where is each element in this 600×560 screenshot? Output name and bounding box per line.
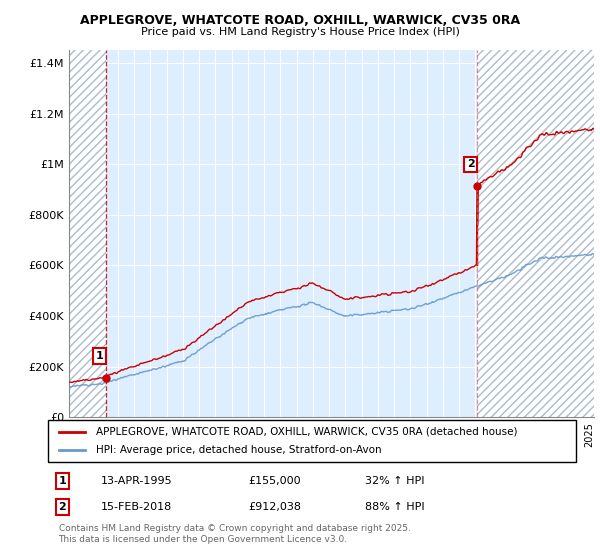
Text: 13-APR-1995: 13-APR-1995 — [101, 476, 172, 486]
Text: £155,000: £155,000 — [248, 476, 301, 486]
Bar — [69, 50, 106, 417]
Text: 2: 2 — [467, 159, 475, 169]
Text: £912,038: £912,038 — [248, 502, 302, 512]
Text: APPLEGROVE, WHATCOTE ROAD, OXHILL, WARWICK, CV35 0RA (detached house): APPLEGROVE, WHATCOTE ROAD, OXHILL, WARWI… — [95, 427, 517, 437]
Text: HPI: Average price, detached house, Stratford-on-Avon: HPI: Average price, detached house, Stra… — [95, 445, 381, 455]
Text: 1: 1 — [95, 351, 103, 361]
Text: APPLEGROVE, WHATCOTE ROAD, OXHILL, WARWICK, CV35 0RA: APPLEGROVE, WHATCOTE ROAD, OXHILL, WARWI… — [80, 14, 520, 27]
Text: 15-FEB-2018: 15-FEB-2018 — [101, 502, 172, 512]
Text: Contains HM Land Registry data © Crown copyright and database right 2025.
This d: Contains HM Land Registry data © Crown c… — [59, 524, 410, 544]
Bar — [477, 50, 594, 417]
Text: 32% ↑ HPI: 32% ↑ HPI — [365, 476, 424, 486]
Text: 2: 2 — [59, 502, 67, 512]
Text: 1: 1 — [59, 476, 67, 486]
Text: Price paid vs. HM Land Registry's House Price Index (HPI): Price paid vs. HM Land Registry's House … — [140, 27, 460, 37]
Text: 88% ↑ HPI: 88% ↑ HPI — [365, 502, 424, 512]
